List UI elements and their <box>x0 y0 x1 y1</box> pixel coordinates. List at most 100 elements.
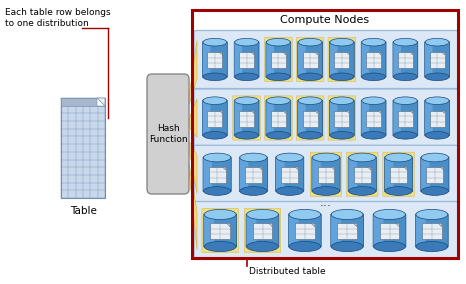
FancyBboxPatch shape <box>246 214 279 247</box>
Ellipse shape <box>204 187 231 195</box>
FancyBboxPatch shape <box>239 111 254 127</box>
FancyBboxPatch shape <box>425 42 450 77</box>
Ellipse shape <box>235 97 259 105</box>
Polygon shape <box>442 52 445 55</box>
Polygon shape <box>331 167 335 170</box>
FancyBboxPatch shape <box>202 100 227 136</box>
Ellipse shape <box>362 73 385 81</box>
FancyBboxPatch shape <box>329 100 337 136</box>
Ellipse shape <box>385 187 412 195</box>
Polygon shape <box>269 223 272 227</box>
Polygon shape <box>283 111 286 114</box>
Polygon shape <box>311 223 315 227</box>
FancyBboxPatch shape <box>366 111 381 127</box>
FancyBboxPatch shape <box>335 111 349 127</box>
Polygon shape <box>410 111 413 114</box>
FancyBboxPatch shape <box>265 37 292 82</box>
FancyBboxPatch shape <box>361 42 386 77</box>
FancyBboxPatch shape <box>393 100 401 136</box>
Ellipse shape <box>298 73 322 81</box>
Polygon shape <box>410 52 413 55</box>
Ellipse shape <box>267 131 290 139</box>
FancyBboxPatch shape <box>298 100 322 136</box>
Ellipse shape <box>331 209 363 220</box>
Polygon shape <box>442 111 445 114</box>
Ellipse shape <box>298 38 322 46</box>
Polygon shape <box>368 167 371 170</box>
FancyBboxPatch shape <box>275 157 304 191</box>
Polygon shape <box>378 111 381 114</box>
FancyBboxPatch shape <box>393 100 418 136</box>
Polygon shape <box>315 111 317 114</box>
Ellipse shape <box>247 241 278 252</box>
FancyBboxPatch shape <box>234 42 259 77</box>
FancyBboxPatch shape <box>312 157 321 191</box>
Polygon shape <box>404 167 407 170</box>
Ellipse shape <box>425 73 449 81</box>
FancyBboxPatch shape <box>384 157 413 191</box>
FancyBboxPatch shape <box>271 52 286 68</box>
FancyBboxPatch shape <box>266 100 274 136</box>
FancyBboxPatch shape <box>335 52 349 68</box>
FancyBboxPatch shape <box>329 100 354 136</box>
FancyBboxPatch shape <box>354 167 371 183</box>
FancyBboxPatch shape <box>194 89 458 147</box>
Ellipse shape <box>349 153 376 162</box>
FancyBboxPatch shape <box>240 157 267 191</box>
Polygon shape <box>378 52 381 55</box>
FancyBboxPatch shape <box>426 167 443 183</box>
FancyBboxPatch shape <box>194 145 458 203</box>
Polygon shape <box>189 163 197 250</box>
FancyBboxPatch shape <box>295 223 315 239</box>
FancyBboxPatch shape <box>422 223 442 239</box>
FancyBboxPatch shape <box>234 42 242 77</box>
FancyBboxPatch shape <box>203 157 212 191</box>
FancyBboxPatch shape <box>207 52 222 68</box>
Ellipse shape <box>425 38 449 46</box>
Polygon shape <box>226 223 230 227</box>
FancyBboxPatch shape <box>271 111 286 127</box>
Ellipse shape <box>362 131 385 139</box>
FancyBboxPatch shape <box>296 96 324 140</box>
Polygon shape <box>347 111 349 114</box>
FancyBboxPatch shape <box>312 157 340 191</box>
Polygon shape <box>251 52 254 55</box>
FancyBboxPatch shape <box>147 74 189 194</box>
Polygon shape <box>396 223 399 227</box>
Ellipse shape <box>374 241 405 252</box>
Polygon shape <box>219 52 222 55</box>
Bar <box>61 98 105 106</box>
Ellipse shape <box>374 209 405 220</box>
Polygon shape <box>259 167 262 170</box>
Ellipse shape <box>421 187 448 195</box>
Ellipse shape <box>204 241 236 252</box>
Ellipse shape <box>425 97 449 105</box>
FancyBboxPatch shape <box>361 100 386 136</box>
FancyBboxPatch shape <box>240 157 248 191</box>
FancyBboxPatch shape <box>430 52 445 68</box>
FancyBboxPatch shape <box>234 100 259 136</box>
FancyBboxPatch shape <box>362 42 369 77</box>
Ellipse shape <box>312 153 340 162</box>
Text: Distributed table: Distributed table <box>249 267 326 276</box>
FancyBboxPatch shape <box>266 42 291 77</box>
Ellipse shape <box>235 73 259 81</box>
FancyBboxPatch shape <box>421 157 430 191</box>
FancyBboxPatch shape <box>202 42 227 77</box>
FancyBboxPatch shape <box>245 167 262 183</box>
FancyBboxPatch shape <box>203 100 211 136</box>
FancyBboxPatch shape <box>288 214 321 247</box>
FancyBboxPatch shape <box>303 111 317 127</box>
Polygon shape <box>219 111 222 114</box>
FancyBboxPatch shape <box>298 100 306 136</box>
FancyBboxPatch shape <box>331 214 341 247</box>
Polygon shape <box>283 52 286 55</box>
FancyBboxPatch shape <box>298 42 322 77</box>
Polygon shape <box>223 167 226 170</box>
Ellipse shape <box>385 153 412 162</box>
Ellipse shape <box>330 38 354 46</box>
FancyBboxPatch shape <box>398 111 413 127</box>
Ellipse shape <box>289 241 321 252</box>
Polygon shape <box>189 99 197 137</box>
FancyBboxPatch shape <box>204 214 237 247</box>
